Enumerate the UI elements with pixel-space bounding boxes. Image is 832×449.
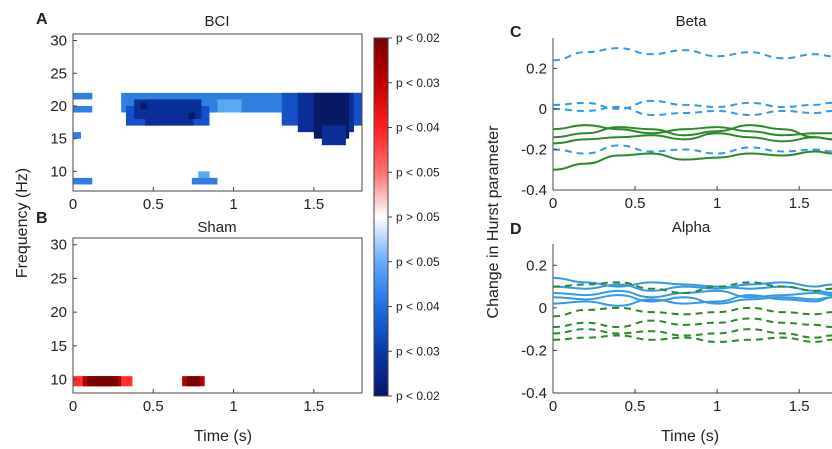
panel-label-a: A (36, 11, 48, 28)
alpha-series-3 (552, 294, 832, 305)
bci-xtick-label-3: 1.5 (303, 196, 324, 213)
bci-cell-17 (321, 125, 346, 146)
bci-cell-1 (73, 105, 93, 113)
bci-xtick-label-2: 1 (229, 196, 237, 213)
alpha-xtick-label-1: 0.5 (625, 398, 646, 415)
colorbar-bar (373, 37, 389, 397)
panel-label-c: C (510, 24, 522, 41)
colorbar-tick-label-4: p > 0.05 (396, 210, 440, 224)
beta-series-6 (552, 132, 832, 145)
alpha-ytick-label-2: -0.2 (521, 342, 547, 359)
beta-ytick-label-2: -0.2 (521, 141, 547, 158)
alpha-xtick-label-0: 0 (549, 398, 557, 415)
title-d: Alpha (672, 219, 711, 236)
alpha-series-9 (552, 334, 832, 343)
xlabel-b: Time (s) (194, 428, 252, 445)
colorbar-tick-label-7: p < 0.03 (396, 344, 440, 358)
panel-label-d: D (510, 221, 522, 238)
beta-series-2 (552, 105, 832, 117)
bci-border (72, 33, 363, 192)
beta-xtick-label-2: 1 (713, 195, 721, 212)
bci-cell-2 (73, 132, 82, 139)
sham-ytick-label-3: 25 (50, 270, 67, 287)
beta-ytick-label-1: 0 (539, 101, 547, 118)
beta-series-7 (552, 150, 832, 171)
ylabel-frequency: Frequency (Hz) (14, 168, 31, 278)
sham-ytick-label-1: 15 (50, 338, 67, 355)
alpha-series-6 (552, 306, 832, 318)
alpha-series-5 (552, 281, 832, 294)
bci-cell-11 (198, 171, 210, 178)
sham-ytick-label-2: 20 (50, 304, 67, 321)
beta-ytick-label-3: -0.4 (521, 182, 547, 199)
bci-xtick-label-1: 0.5 (143, 196, 164, 213)
alpha-series-8 (552, 328, 832, 339)
heatmap-sham: 0 0.5 1 1.5 10 15 20 25 30 (50, 237, 363, 415)
sham-xtick-label-2: 1 (229, 398, 237, 415)
sham-ytick-label-4: 30 (50, 237, 67, 254)
alpha-series-2 (552, 289, 832, 299)
colorbar-tick-label-5: p < 0.05 (396, 255, 440, 269)
colorbar-tick-label-2: p < 0.04 (396, 121, 440, 135)
beta-series-3 (552, 144, 832, 155)
bci-cell-0 (73, 92, 93, 100)
bci-ytick-label-4: 30 (50, 33, 67, 50)
beta-series-5 (552, 124, 832, 141)
line-chart-alpha: 0 0.5 1 1.5 0.2 0 -0.2 -0.4 (521, 244, 832, 415)
xlabel-d: Time (s) (661, 428, 719, 445)
colorbar-tick-label-6: p < 0.04 (396, 300, 440, 314)
alpha-xtick-label-2: 1 (713, 398, 721, 415)
bci-cell-8 (145, 112, 194, 126)
beta-ytick-label-0: 0.2 (526, 60, 547, 77)
title-c: Beta (676, 13, 708, 30)
sham-border (72, 237, 363, 394)
colorbar-tick-label-3: p < 0.05 (396, 165, 440, 179)
line-chart-beta: 0 0.5 1 1.5 0.2 0 -0.2 -0.4 (521, 38, 832, 212)
beta-series-1 (552, 99, 832, 110)
bci-ytick-label-3: 25 (50, 65, 67, 82)
bci-ytick-label-1: 15 (50, 131, 67, 148)
sham-xtick-label-1: 0.5 (143, 398, 164, 415)
ylabel-hurst: Change in Hurst parameter (485, 125, 502, 319)
alpha-ytick-label-0: 0.2 (526, 257, 547, 274)
bci-cell-10 (188, 112, 196, 120)
sham-cell-2 (87, 376, 118, 387)
bci-cell-9 (140, 102, 147, 110)
colorbar: p < 0.02 p < 0.03 p < 0.04 p < 0.05 p > 0.05… (373, 31, 440, 403)
alpha-ytick-label-1: 0 (539, 300, 547, 317)
alpha-xtick-label-3: 1.5 (789, 398, 810, 415)
bci-xtick-label-0: 0 (69, 196, 77, 213)
colorbar-tick-label-0: p < 0.02 (396, 31, 440, 45)
alpha-series-7 (552, 317, 832, 329)
sham-axes (72, 237, 363, 394)
alpha-series-1 (552, 281, 832, 292)
alpha-series-4 (552, 294, 832, 307)
beta-series-0 (552, 47, 832, 62)
bci-cell-6 (217, 99, 242, 113)
beta-xtick-label-3: 1.5 (789, 195, 810, 212)
sham-xtick-label-3: 1.5 (303, 398, 324, 415)
title-b: Sham (197, 219, 236, 236)
bci-cell-3 (73, 177, 93, 185)
colorbar-tick-label-1: p < 0.03 (396, 76, 440, 90)
title-a: BCI (204, 13, 229, 30)
sham-xtick-label-0: 0 (69, 398, 77, 415)
sham-cell-4 (186, 376, 200, 387)
alpha-ytick-label-3: -0.4 (521, 385, 547, 402)
panel-label-b: B (36, 210, 48, 227)
alpha-series-0 (552, 277, 832, 294)
beta-xtick-label-0: 0 (549, 195, 557, 212)
bci-cell-13 (191, 177, 218, 185)
beta-xtick-label-1: 0.5 (625, 195, 646, 212)
bci-ytick-label-0: 10 (50, 163, 67, 180)
heatmap-bci: 0 0.5 1 1.5 10 15 20 25 30 (50, 33, 363, 213)
bci-ytick-label-2: 20 (50, 98, 67, 115)
sham-ytick-label-0: 10 (50, 372, 67, 389)
colorbar-tick-label-8: p < 0.02 (396, 389, 440, 403)
